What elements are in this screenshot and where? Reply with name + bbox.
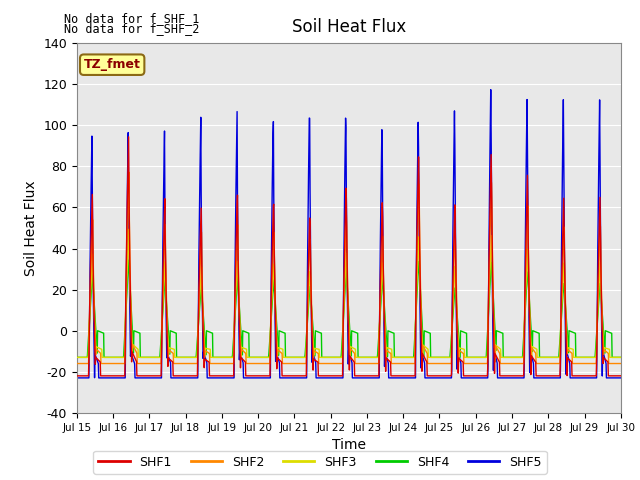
SHF1 xyxy=(181,373,189,379)
Legend: SHF1, SHF2, SHF3, SHF4, SHF5: SHF1, SHF2, SHF3, SHF4, SHF5 xyxy=(93,451,547,474)
SHF3 xyxy=(434,354,442,360)
X-axis label: Time: Time xyxy=(332,438,366,452)
SHF3 xyxy=(195,324,202,329)
SHF4 xyxy=(617,354,625,360)
Line: SHF4: SHF4 xyxy=(77,260,621,357)
SHF2 xyxy=(181,360,189,366)
SHF5 xyxy=(73,375,81,381)
SHF4 xyxy=(181,354,189,360)
Line: SHF1: SHF1 xyxy=(77,137,621,376)
SHF1 xyxy=(125,134,132,140)
SHF1 xyxy=(553,373,561,379)
SHF4 xyxy=(73,354,81,360)
SHF2 xyxy=(617,360,625,366)
SHF1 xyxy=(255,373,263,379)
SHF5 xyxy=(255,375,262,381)
SHF5 xyxy=(180,375,188,381)
SHF2 xyxy=(73,360,81,366)
Line: SHF2: SHF2 xyxy=(77,172,621,363)
SHF5 xyxy=(553,375,561,381)
SHF2 xyxy=(255,360,263,366)
SHF3 xyxy=(73,354,81,360)
SHF2 xyxy=(505,360,513,366)
SHF2 xyxy=(195,326,202,332)
Y-axis label: Soil Heat Flux: Soil Heat Flux xyxy=(24,180,38,276)
SHF2 xyxy=(125,169,133,175)
SHF1 xyxy=(617,373,625,379)
Text: No data for f_SHF_2: No data for f_SHF_2 xyxy=(64,22,200,35)
SHF5 xyxy=(194,375,202,381)
SHF5 xyxy=(487,87,495,93)
SHF4 xyxy=(195,326,202,332)
Line: SHF3: SHF3 xyxy=(77,229,621,357)
SHF1 xyxy=(505,373,513,379)
SHF4 xyxy=(553,354,561,360)
SHF5 xyxy=(617,375,625,381)
SHF3 xyxy=(505,354,513,360)
SHF3 xyxy=(255,354,263,360)
SHF2 xyxy=(434,360,442,366)
SHF3 xyxy=(181,354,189,360)
SHF1 xyxy=(434,373,442,379)
SHF2 xyxy=(553,360,561,366)
Text: TZ_fmet: TZ_fmet xyxy=(84,58,141,71)
SHF4 xyxy=(505,354,513,360)
Line: SHF5: SHF5 xyxy=(77,90,621,378)
SHF3 xyxy=(125,226,133,232)
SHF1 xyxy=(195,326,202,332)
SHF5 xyxy=(433,375,441,381)
SHF3 xyxy=(553,354,561,360)
SHF4 xyxy=(255,354,263,360)
SHF1 xyxy=(73,373,81,379)
SHF5 xyxy=(505,375,513,381)
Title: Soil Heat Flux: Soil Heat Flux xyxy=(292,18,406,36)
SHF3 xyxy=(617,354,625,360)
SHF4 xyxy=(125,257,132,263)
Text: No data for f_SHF_1: No data for f_SHF_1 xyxy=(64,12,200,25)
SHF4 xyxy=(434,354,442,360)
